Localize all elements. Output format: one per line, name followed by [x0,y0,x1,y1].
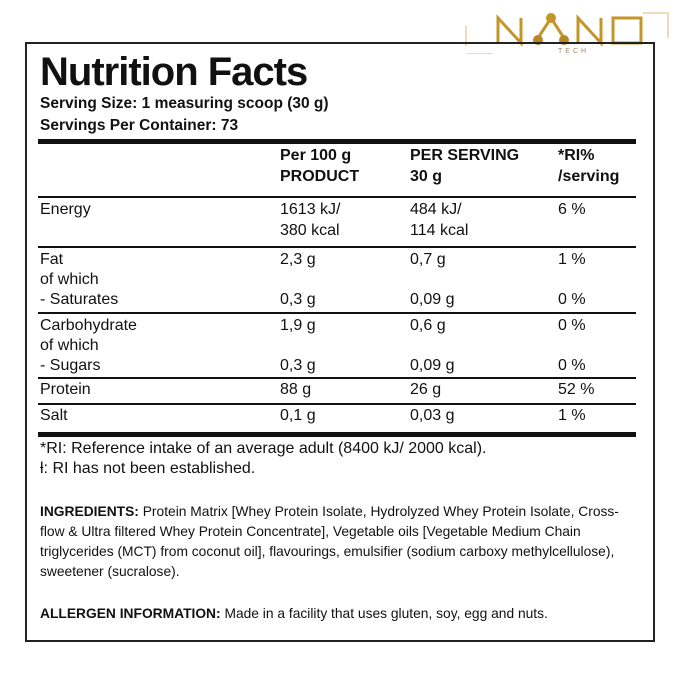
divider [38,432,636,437]
nutrient-label: Fat [40,251,64,268]
svg-text:TECH: TECH [558,48,589,54]
ingredients-text: Protein Matrix [Whey Protein Isolate, Hy… [40,504,619,579]
page-title: Nutrition Facts [40,50,308,94]
footnote-ri: *RI: Reference intake of an average adul… [40,440,487,457]
ri-percent: 0 % [558,357,586,374]
ri-percent: 1 % [558,407,586,424]
per-100g-value: 88 g [280,381,312,398]
column-header: /serving [558,168,620,185]
nutrient-label: Carbohydrate [40,317,137,334]
column-header: *RI% [558,147,595,164]
nutrient-label: Protein [40,381,91,398]
allergen-label: ALLERGEN INFORMATION: [40,606,221,621]
allergen-info: ALLERGEN INFORMATION: Made in a facility… [40,604,640,624]
label-frame [25,42,655,642]
per-serving-value: 0,09 g [410,357,455,374]
per-serving-value: 0,09 g [410,291,455,308]
column-header: 30 g [410,168,443,185]
footnote-not-established: ƚ: RI has not been established. [40,460,256,477]
column-header: PER SERVING [410,147,520,164]
ingredients-label: INGREDIENTS: [40,504,139,519]
divider [38,246,636,248]
allergen-text: Made in a facility that uses gluten, soy… [220,606,548,621]
ingredients: INGREDIENTS: Protein Matrix [Whey Protei… [40,502,640,582]
per-serving-value: 484 kJ/ [410,201,462,218]
per-100g-value: 2,3 g [280,251,316,268]
ri-percent: 0 % [558,317,586,334]
per-100g-value: 0,3 g [280,357,316,374]
ri-percent: 6 % [558,201,586,218]
servings-per-container: Servings Per Container: 73 [40,117,239,134]
ri-percent: 52 % [558,381,595,398]
per-100g-value: 1,9 g [280,317,316,334]
per-100g-value: 0,3 g [280,291,316,308]
divider [38,377,636,379]
per-serving-value: 0,7 g [410,251,446,268]
column-header: PRODUCT [280,168,360,185]
per-serving-value: 0,6 g [410,317,446,334]
per-100g-value: 0,1 g [280,407,316,424]
divider [38,139,636,144]
nutrient-label: of which [40,271,99,288]
ri-percent: 1 % [558,251,586,268]
divider [38,403,636,405]
nutrient-label: - Saturates [40,291,119,308]
nutrient-label: of which [40,337,99,354]
per-100g-value: 380 kcal [280,222,340,239]
per-serving-value: 114 kcal [410,222,469,239]
divider [38,196,636,198]
divider [38,312,636,314]
nutrient-label: Energy [40,201,91,218]
ri-percent: 0 % [558,291,586,308]
serving-size: Serving Size: 1 measuring scoop (30 g) [40,95,329,112]
column-header: Per 100 g [280,147,352,164]
per-serving-value: 0,03 g [410,407,455,424]
nutrient-label: Salt [40,407,68,424]
per-100g-value: 1613 kJ/ [280,201,341,218]
nutrient-label: - Sugars [40,357,101,374]
per-serving-value: 26 g [410,381,442,398]
